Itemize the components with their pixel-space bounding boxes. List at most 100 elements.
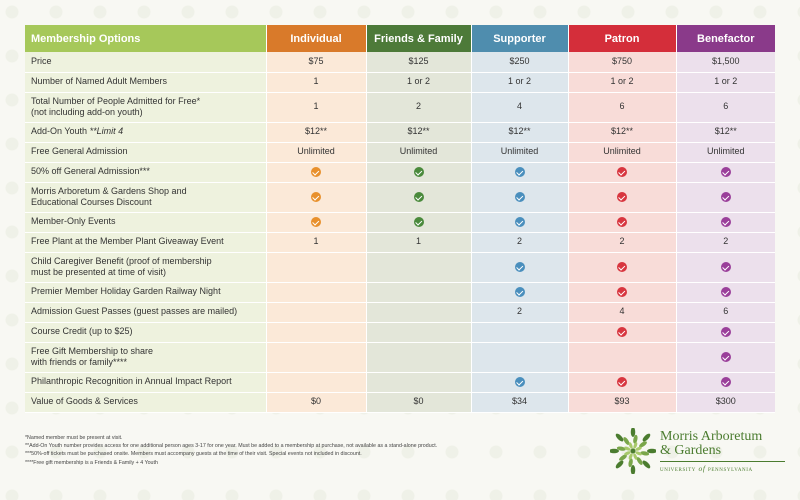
check-icon — [617, 167, 627, 177]
flower-petal — [636, 457, 643, 465]
table-cell — [676, 162, 775, 183]
table-cell: 2 — [366, 92, 472, 123]
row-label-text: Number of Named Adult Members — [31, 76, 168, 87]
row-label: Course Credit (up to $25) — [25, 322, 267, 343]
flower-petal — [639, 441, 647, 448]
flower-petal — [635, 446, 642, 451]
check-icon — [720, 287, 731, 297]
table-cell — [266, 182, 367, 213]
row-label-text-line2: must be presented at time of visit) — [31, 267, 167, 277]
flower-petal — [642, 460, 651, 469]
table-cell: 2 — [471, 302, 569, 323]
flower-petal — [647, 448, 656, 454]
table-cell — [366, 372, 472, 393]
table-cell — [568, 212, 677, 233]
logo-university: University of Pennsylvania — [660, 461, 785, 473]
logo-university-b: Pennsylvania — [708, 464, 753, 473]
table-cell — [366, 252, 472, 283]
table-row: Price $75 $125 $250 $750 $1,500 — [25, 52, 775, 73]
row-label-text-line2: Educational Courses Discount — [31, 197, 152, 207]
table-cell: $0 — [266, 392, 367, 413]
table-cell — [676, 322, 775, 343]
flower-petal — [628, 453, 633, 460]
table-cell — [366, 322, 472, 343]
table-cell: $12** — [266, 122, 367, 143]
row-label: Member-Only Events — [25, 212, 267, 233]
check-icon — [311, 192, 321, 202]
footnote: ****Free gift membership is a Friends & … — [25, 459, 158, 466]
table-row: Member-Only Events — [25, 212, 775, 233]
check-icon — [413, 192, 424, 202]
row-label: Premier Member Holiday Garden Railway Ni… — [25, 282, 267, 303]
flower-petal — [610, 448, 619, 454]
header-level: Supporter — [471, 25, 569, 52]
table-row: Admission Guest Passes (guest passes are… — [25, 302, 775, 323]
flower-petal — [630, 428, 636, 437]
check-icon — [617, 327, 627, 337]
check-icon — [311, 167, 321, 177]
flower-petal — [640, 451, 650, 456]
check-icon — [617, 217, 627, 227]
table-cell: 1 — [266, 92, 367, 123]
table-cell: 1 or 2 — [366, 72, 472, 93]
row-label-text: Child Caregiver Benefit (proof of member… — [31, 255, 212, 266]
check-icon — [720, 352, 731, 362]
row-label-text: Premier Member Holiday Garden Railway Ni… — [31, 286, 221, 297]
row-label: Free Gift Membership to share with friend… — [25, 342, 267, 373]
row-label-text: Morris Arboretum & Gardens Shop and — [31, 185, 187, 196]
table-cell: $12** — [471, 122, 569, 143]
flower-icon — [610, 428, 656, 474]
footnote: ***50%-off tickets must be purchased ons… — [25, 451, 362, 458]
row-label-text: Free Plant at the Member Plant Giveaway … — [31, 236, 224, 247]
table-cell: 4 — [568, 302, 677, 323]
check-icon — [720, 167, 731, 177]
table-cell: Unlimited — [471, 142, 569, 163]
header-level: Benefactor — [676, 25, 775, 52]
table-cell — [568, 322, 677, 343]
check-icon — [311, 217, 321, 227]
table-row: Philanthropic Recognition in Annual Impa… — [25, 372, 775, 393]
table-cell: $125 — [366, 52, 472, 73]
membership-table: Membership Options Individual Friends & Fa… — [25, 25, 775, 413]
table-cell: 6 — [676, 302, 775, 323]
table-cell — [568, 342, 677, 373]
table-cell: 2 — [676, 232, 775, 253]
table-cell — [366, 342, 472, 373]
row-label: Number of Named Adult Members — [25, 72, 267, 93]
table-cell — [568, 162, 677, 183]
flower-petal — [633, 434, 638, 444]
header-level: Friends & Family — [366, 25, 472, 52]
row-label-text: Add-On Youth — [31, 126, 88, 137]
row-label: Add-On Youth **Limit 4 — [25, 122, 267, 143]
check-icon — [617, 192, 627, 202]
table-cell — [676, 212, 775, 233]
table-cell — [568, 282, 677, 303]
check-icon — [514, 377, 525, 387]
table-cell: $12** — [366, 122, 472, 143]
row-label-text-line2: (not including add-on youth) — [31, 107, 143, 117]
row-label-text: Total Number of People Admitted for Free… — [31, 95, 201, 106]
table-cell: 1 — [366, 232, 472, 253]
header-title: Membership Options — [25, 25, 267, 52]
table-cell — [471, 322, 569, 343]
flower-petal — [615, 433, 624, 442]
table-cell — [366, 302, 472, 323]
table-cell — [471, 162, 569, 183]
check-icon — [617, 262, 627, 272]
table-cell: Unlimited — [266, 142, 367, 163]
table-row: Free Gift Membership to share with friend… — [25, 342, 775, 373]
check-icon — [514, 167, 525, 177]
flower-petal — [624, 446, 631, 451]
table-row: 50% off General Admission*** — [25, 162, 775, 183]
check-icon — [720, 377, 731, 387]
row-label: Child Caregiver Benefit (proof of member… — [25, 252, 267, 283]
row-label-text: Course Credit (up to $25) — [31, 326, 133, 337]
logo-line1: Morris Arboretum — [660, 429, 763, 444]
flower-petal — [615, 460, 624, 469]
check-icon — [514, 192, 525, 202]
table-cell — [676, 282, 775, 303]
flower-petal — [635, 451, 642, 456]
table-cell — [266, 162, 367, 183]
table-cell: 2 — [471, 232, 569, 253]
